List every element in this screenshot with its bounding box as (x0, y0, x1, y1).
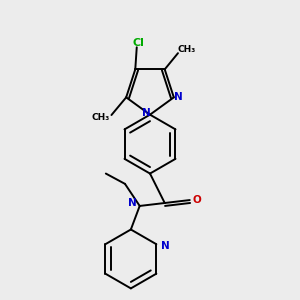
Text: N: N (128, 198, 137, 208)
Text: CH₃: CH₃ (178, 45, 196, 54)
Text: O: O (193, 195, 202, 205)
Text: N: N (161, 241, 170, 251)
Text: N: N (142, 108, 151, 118)
Text: N: N (174, 92, 183, 102)
Text: Cl: Cl (132, 38, 144, 48)
Text: CH₃: CH₃ (92, 113, 110, 122)
